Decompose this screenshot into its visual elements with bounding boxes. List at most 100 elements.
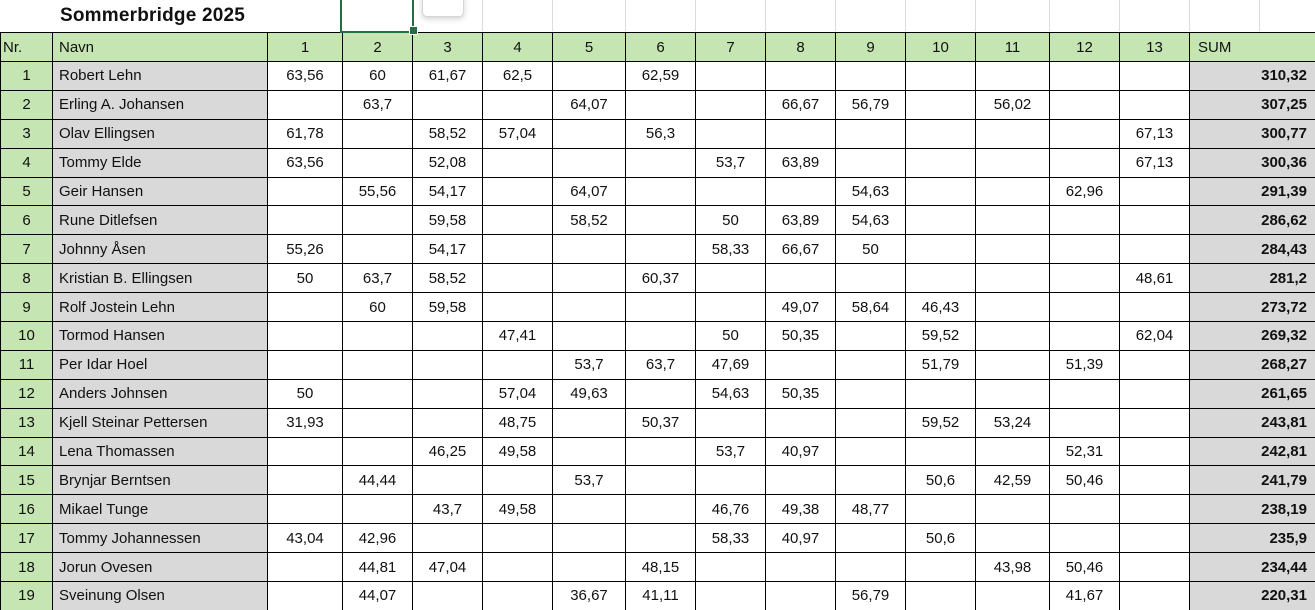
score-cell[interactable]	[267, 465, 343, 496]
score-cell[interactable]	[975, 61, 1050, 91]
score-cell[interactable]	[765, 61, 836, 91]
name-cell[interactable]: Anders Johnsen	[52, 378, 268, 409]
score-cell[interactable]	[765, 552, 836, 583]
rank-cell[interactable]: 7	[0, 234, 53, 265]
score-cell[interactable]	[1049, 61, 1120, 91]
score-cell[interactable]	[625, 292, 696, 323]
score-cell[interactable]	[975, 292, 1050, 323]
name-cell[interactable]: Mikael Tunge	[52, 494, 268, 525]
score-cell[interactable]	[695, 292, 766, 323]
rank-cell[interactable]: 9	[0, 292, 53, 323]
column-header-4[interactable]: 4	[482, 32, 553, 62]
score-cell[interactable]	[342, 378, 413, 409]
score-cell[interactable]	[1119, 292, 1190, 323]
sum-cell[interactable]: 286,62	[1189, 205, 1315, 236]
name-cell[interactable]: Robert Lehn	[52, 61, 268, 91]
score-cell[interactable]	[625, 89, 696, 120]
rank-cell[interactable]: 19	[0, 581, 53, 610]
column-header-11[interactable]: 11	[975, 32, 1050, 62]
score-cell[interactable]: 66,67	[765, 89, 836, 120]
name-cell[interactable]: Per Idar Hoel	[52, 349, 268, 380]
sum-cell[interactable]: 269,32	[1189, 321, 1315, 351]
column-header-2[interactable]: 2	[342, 32, 413, 62]
column-header-3[interactable]: 3	[412, 32, 483, 62]
score-cell[interactable]: 41,11	[625, 581, 696, 610]
score-cell[interactable]	[835, 61, 906, 91]
sum-cell[interactable]: 273,72	[1189, 292, 1315, 323]
score-cell[interactable]	[412, 465, 483, 496]
score-cell[interactable]	[975, 263, 1050, 294]
score-cell[interactable]: 54,17	[412, 234, 483, 265]
column-header-6[interactable]: 6	[625, 32, 696, 62]
name-cell[interactable]: Geir Hansen	[52, 176, 268, 207]
score-cell[interactable]	[905, 581, 976, 610]
score-cell[interactable]	[835, 523, 906, 554]
score-cell[interactable]: 48,77	[835, 494, 906, 525]
score-cell[interactable]: 50,35	[765, 378, 836, 409]
score-cell[interactable]: 63,56	[267, 147, 343, 178]
score-cell[interactable]	[975, 494, 1050, 525]
name-cell[interactable]: Kristian B. Ellingsen	[52, 263, 268, 294]
score-cell[interactable]: 63,7	[342, 89, 413, 120]
score-cell[interactable]: 47,69	[695, 349, 766, 380]
score-cell[interactable]	[625, 176, 696, 207]
sum-cell[interactable]: 243,81	[1189, 407, 1315, 438]
score-cell[interactable]: 47,41	[482, 321, 553, 351]
rank-cell[interactable]: 11	[0, 349, 53, 380]
rank-cell[interactable]: 4	[0, 147, 53, 178]
score-cell[interactable]	[765, 407, 836, 438]
score-cell[interactable]: 46,43	[905, 292, 976, 323]
score-cell[interactable]: 56,79	[835, 581, 906, 610]
score-cell[interactable]: 49,38	[765, 494, 836, 525]
score-cell[interactable]: 60,37	[625, 263, 696, 294]
score-cell[interactable]	[342, 118, 413, 149]
score-cell[interactable]: 50,6	[905, 523, 976, 554]
score-cell[interactable]: 43,7	[412, 494, 483, 525]
score-cell[interactable]	[482, 292, 553, 323]
score-cell[interactable]	[835, 465, 906, 496]
score-cell[interactable]	[975, 436, 1050, 467]
score-cell[interactable]	[625, 147, 696, 178]
score-cell[interactable]	[267, 292, 343, 323]
score-cell[interactable]: 63,7	[342, 263, 413, 294]
score-cell[interactable]: 67,13	[1119, 118, 1190, 149]
score-cell[interactable]	[695, 581, 766, 610]
score-cell[interactable]	[695, 89, 766, 120]
score-cell[interactable]	[267, 89, 343, 120]
score-cell[interactable]	[482, 263, 553, 294]
score-cell[interactable]: 36,67	[552, 581, 626, 610]
score-cell[interactable]: 58,52	[412, 263, 483, 294]
score-cell[interactable]: 59,58	[412, 205, 483, 236]
name-cell[interactable]: Johnny Åsen	[52, 234, 268, 265]
score-cell[interactable]: 63,7	[625, 349, 696, 380]
score-cell[interactable]	[905, 89, 976, 120]
score-cell[interactable]	[695, 552, 766, 583]
score-cell[interactable]: 52,08	[412, 147, 483, 178]
score-cell[interactable]: 56,79	[835, 89, 906, 120]
rank-cell[interactable]: 1	[0, 61, 53, 91]
score-cell[interactable]	[552, 321, 626, 351]
score-cell[interactable]: 40,97	[765, 523, 836, 554]
score-cell[interactable]	[482, 465, 553, 496]
sum-cell[interactable]: 284,43	[1189, 234, 1315, 265]
score-cell[interactable]	[267, 321, 343, 351]
rank-cell[interactable]: 3	[0, 118, 53, 149]
score-cell[interactable]	[625, 378, 696, 409]
rank-cell[interactable]: 14	[0, 436, 53, 467]
score-cell[interactable]: 66,67	[765, 234, 836, 265]
score-cell[interactable]	[625, 436, 696, 467]
score-cell[interactable]: 49,63	[552, 378, 626, 409]
score-cell[interactable]	[482, 234, 553, 265]
selected-cell[interactable]	[340, 0, 414, 33]
score-cell[interactable]	[1049, 321, 1120, 351]
score-cell[interactable]: 42,59	[975, 465, 1050, 496]
score-cell[interactable]	[552, 552, 626, 583]
score-cell[interactable]	[1119, 407, 1190, 438]
score-cell[interactable]	[835, 349, 906, 380]
score-cell[interactable]: 50,46	[1049, 552, 1120, 583]
score-cell[interactable]: 63,56	[267, 61, 343, 91]
score-cell[interactable]	[1049, 378, 1120, 409]
score-cell[interactable]	[1049, 263, 1120, 294]
score-cell[interactable]: 49,07	[765, 292, 836, 323]
score-cell[interactable]: 46,76	[695, 494, 766, 525]
